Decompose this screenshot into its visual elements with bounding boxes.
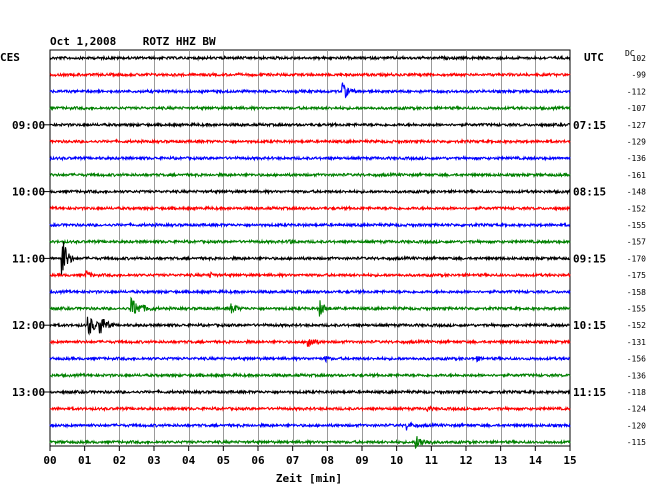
trace-row-16 — [49, 316, 571, 336]
left-hour-label: 11:00 — [12, 252, 45, 265]
trace-row-12 — [49, 241, 571, 276]
right-hour-label: 10:15 — [573, 319, 606, 332]
trace-row-19 — [49, 371, 571, 379]
trace-row-6 — [49, 154, 571, 162]
dc-offset-label: -155 — [627, 221, 646, 230]
seismic-traces — [49, 54, 571, 450]
trace-row-21 — [49, 405, 571, 413]
x-tick-label: 07 — [286, 454, 299, 467]
left-timezone-label: CES — [0, 51, 20, 64]
dc-label: DC — [625, 49, 635, 58]
x-tick-label: 03 — [147, 454, 160, 467]
dc-offset-label: -170 — [627, 254, 646, 263]
right-hour-label: 08:15 — [573, 186, 606, 199]
x-axis-label: Zeit [min] — [276, 472, 342, 485]
dc-offset-label: -124 — [627, 405, 646, 414]
dc-offset-label: -131 — [627, 338, 646, 347]
dc-offset-label: -148 — [627, 188, 646, 197]
x-axis-ticks: 00 01 02 03 04 05 06 07 08 09 10 11 12 13 14 15 — [43, 446, 577, 467]
x-tick-label: 13 — [494, 454, 507, 467]
dc-offset-label: -107 — [627, 104, 646, 113]
x-tick-label: 11 — [425, 454, 439, 467]
left-hour-label: 12:00 — [12, 319, 45, 332]
right-hour-label: 07:15 — [573, 119, 606, 132]
dc-offset-label: -156 — [627, 355, 646, 364]
dc-offset-label: -115 — [627, 438, 646, 447]
dc-offset-label: -112 — [627, 87, 646, 96]
x-tick-label: 14 — [529, 454, 543, 467]
dc-offset-label: -175 — [627, 271, 646, 280]
x-tick-label: 05 — [217, 454, 230, 467]
x-tick-label: 02 — [113, 454, 126, 467]
right-timezone-label: UTC — [584, 51, 604, 64]
dc-offset-label: -99 — [632, 71, 647, 80]
trace-row-7 — [49, 171, 571, 179]
left-hour-label: 13:00 — [12, 386, 45, 399]
x-tick-label: 00 — [43, 454, 56, 467]
dc-offset-label: -127 — [627, 121, 646, 130]
dc-offset-label: 102 — [632, 54, 647, 63]
trace-row-1 — [49, 71, 571, 79]
dc-offset-labels: 102 -99 -112 -107 -127 -129 -136 -161 -148 -152 -1… — [627, 54, 646, 447]
dc-offset-label: -136 — [627, 154, 646, 163]
right-hour-label: 11:15 — [573, 386, 606, 399]
trace-row-15 — [49, 296, 571, 317]
trace-row-0 — [49, 54, 571, 62]
dc-offset-label: -152 — [627, 321, 646, 330]
trace-row-14 — [49, 288, 571, 296]
dc-offset-label: -118 — [627, 388, 646, 397]
chart-title: Oct 1,2008 ROTZ HHZ BW — [50, 35, 216, 48]
chart-frame — [49, 49, 571, 447]
trace-row-9 — [49, 204, 571, 212]
dc-offset-label: -155 — [627, 305, 646, 314]
dc-offset-label: -158 — [627, 288, 646, 297]
trace-row-3 — [49, 104, 571, 112]
dc-offset-label: -157 — [627, 238, 646, 247]
x-tick-label: 12 — [459, 454, 472, 467]
minute-grid — [49, 49, 571, 447]
x-tick-label: 01 — [78, 454, 92, 467]
x-tick-label: 06 — [251, 454, 265, 467]
x-tick-label: 15 — [563, 454, 576, 467]
trace-row-4 — [49, 121, 571, 129]
trace-row-17 — [49, 338, 571, 347]
trace-row-22 — [49, 421, 571, 431]
dc-offset-label: -152 — [627, 204, 646, 213]
trace-row-18 — [49, 355, 571, 364]
trace-row-11 — [49, 238, 571, 246]
x-tick-label: 10 — [390, 454, 403, 467]
trace-row-2 — [49, 82, 571, 99]
dc-offset-label: -136 — [627, 371, 646, 380]
trace-row-13 — [49, 270, 571, 279]
x-tick-label: 08 — [321, 454, 334, 467]
right-hour-label: 09:15 — [573, 252, 606, 265]
x-tick-label: 09 — [355, 454, 368, 467]
left-hour-label: 10:00 — [12, 186, 45, 199]
trace-row-20 — [49, 388, 571, 396]
dc-offset-label: -120 — [627, 421, 646, 430]
left-hour-label: 09:00 — [12, 119, 45, 132]
trace-row-8 — [49, 188, 571, 196]
trace-row-5 — [49, 137, 571, 145]
x-tick-label: 04 — [182, 454, 196, 467]
trace-row-23 — [49, 436, 571, 450]
hour-labels: 09:00 10:00 11:00 12:00 13:00 07:15 08:15 09:15… — [12, 119, 606, 399]
trace-row-10 — [49, 221, 571, 229]
dc-offset-label: -161 — [627, 171, 646, 180]
dc-offset-label: -129 — [627, 138, 646, 147]
